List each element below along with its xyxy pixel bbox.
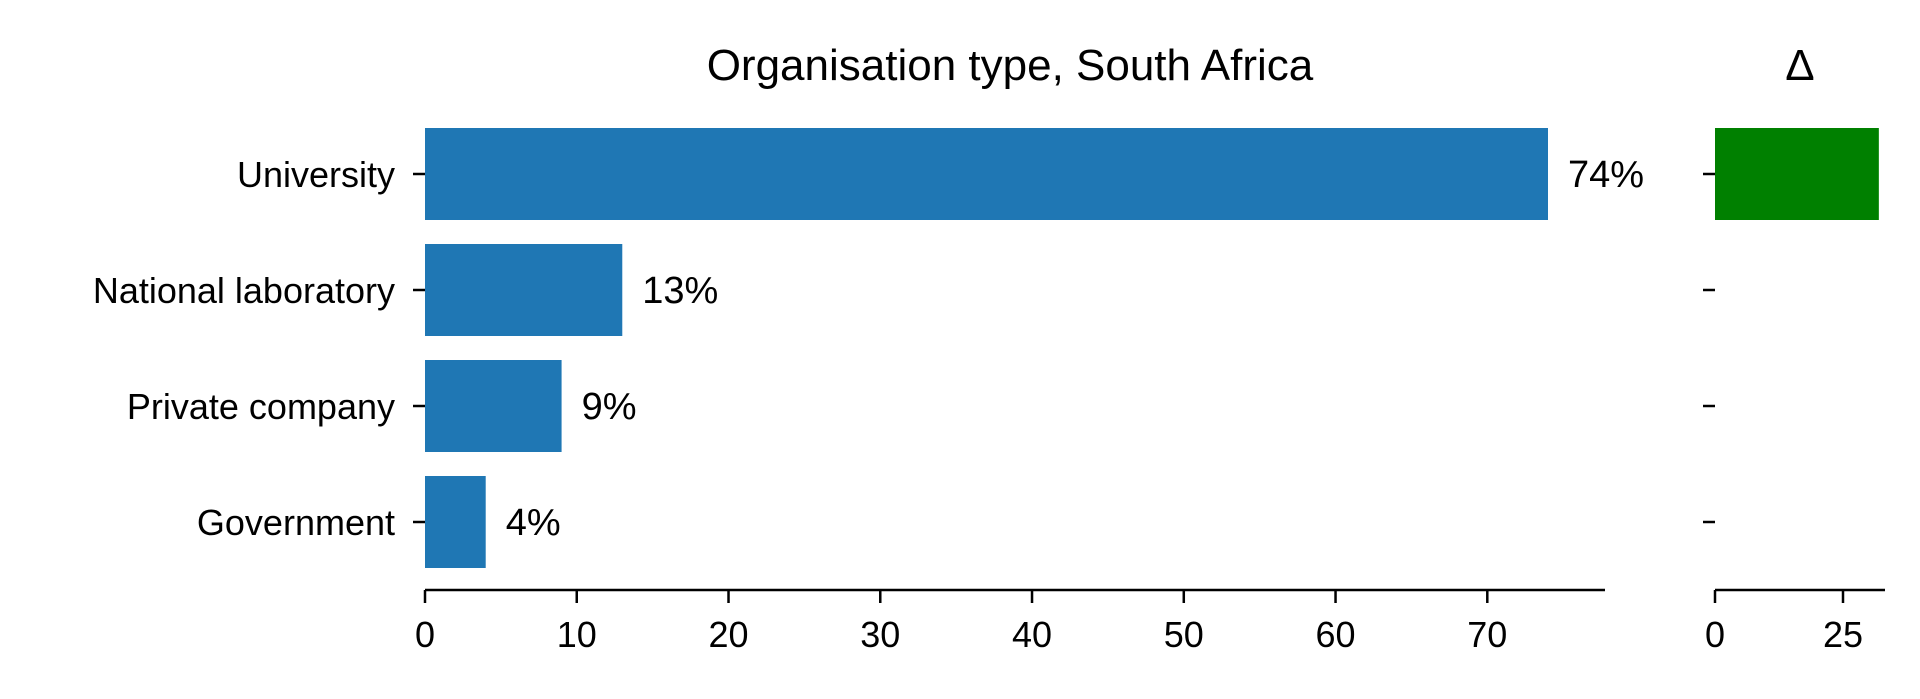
- main-x-tick-label: 0: [415, 614, 435, 655]
- main-category-label: Government: [197, 502, 395, 543]
- main-chart-title: Organisation type, South Africa: [707, 41, 1314, 90]
- main-x-tick-label: 30: [860, 614, 900, 655]
- main-bar: [425, 360, 562, 452]
- main-value-label: 13%: [642, 270, 718, 312]
- delta-x-tick-label: 25: [1823, 614, 1863, 655]
- main-bar: [425, 244, 623, 336]
- delta-x-tick-label: 0: [1705, 614, 1725, 655]
- main-x-tick-label: 60: [1316, 614, 1356, 655]
- main-x-tick-label: 50: [1164, 614, 1204, 655]
- main-bar-panel: University 74% National laboratory 13% Priva…: [93, 128, 1644, 655]
- main-category-label: Private company: [127, 386, 395, 427]
- delta-bar: [1715, 128, 1879, 220]
- main-x-tick-label: 10: [557, 614, 597, 655]
- main-value-label: 4%: [506, 502, 561, 544]
- delta-bar-panel: 0 25: [1703, 128, 1885, 655]
- main-value-label: 74%: [1568, 154, 1644, 196]
- main-x-tick-label: 70: [1467, 614, 1507, 655]
- main-category-label: National laboratory: [93, 270, 395, 311]
- main-value-label: 9%: [582, 386, 637, 428]
- main-category-label: University: [237, 154, 395, 195]
- delta-chart-title: Δ: [1785, 41, 1814, 90]
- main-x-tick-label: 40: [1012, 614, 1052, 655]
- main-bar: [425, 476, 486, 568]
- main-bar: [425, 128, 1548, 220]
- main-x-tick-label: 20: [708, 614, 748, 655]
